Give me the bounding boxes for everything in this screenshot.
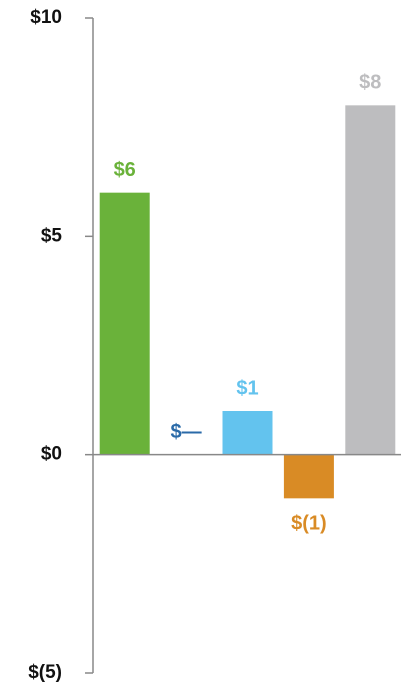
bar [99,192,150,455]
bar [222,411,273,455]
value-label: $1 [236,377,258,399]
y-tick-label: $0 [41,444,62,465]
bar [345,105,396,455]
y-tick-label: $5 [41,225,63,246]
y-tick-label: $(5) [28,662,62,683]
value-label: $8 [359,72,381,94]
value-label: $6 [114,159,136,181]
y-tick-label: $10 [30,7,62,28]
value-label: $(1) [291,513,327,535]
value-label: $— [171,421,202,443]
bar [283,454,334,499]
